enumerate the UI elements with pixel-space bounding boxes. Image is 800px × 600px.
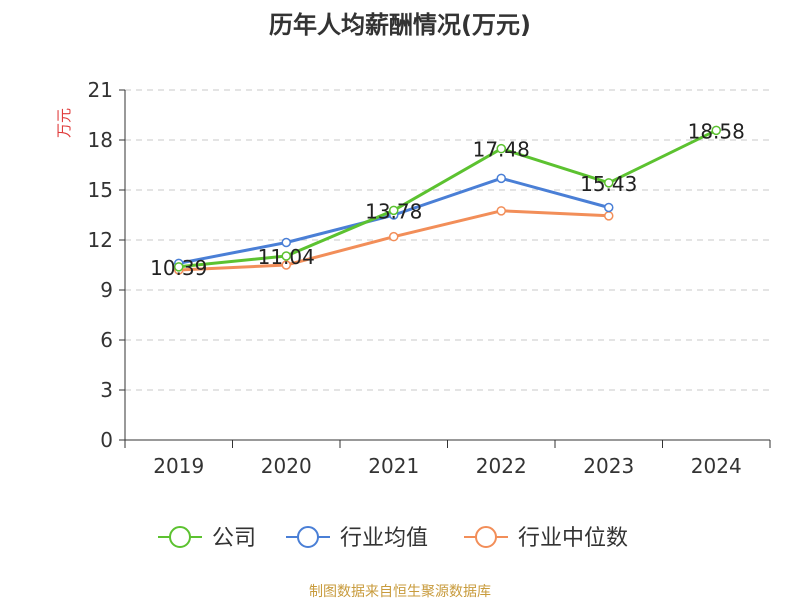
y-tick-label: 6: [100, 328, 113, 352]
data-point: [281, 251, 291, 261]
data-point: [496, 143, 506, 154]
y-tick-label: 9: [100, 278, 113, 302]
grid: [125, 89, 770, 391]
data-point: [281, 237, 291, 248]
legend-label: 行业中位数: [518, 526, 628, 551]
data-label: 10.39: [150, 256, 207, 280]
data-point: [389, 205, 399, 216]
x-tick-label: 2021: [368, 454, 419, 478]
data-point: [604, 211, 614, 221]
x-tick-label: 2020: [261, 454, 312, 478]
y-tick-label: 3: [100, 378, 113, 402]
data-point: [496, 206, 506, 216]
y-axis-label: 万元: [55, 108, 73, 138]
series: [174, 125, 721, 275]
data-point: [604, 178, 614, 188]
legend-marker: [169, 526, 191, 548]
data-labels: 10.39 11.04 13.78 17.48 15.43 18.58: [150, 119, 745, 280]
x-tick-label: 2019: [153, 454, 204, 478]
y-tick-label: 21: [88, 78, 113, 102]
legend: 公司 行业均值 行业中位数: [158, 526, 628, 551]
legend-label: 行业均值: [340, 526, 428, 551]
y-tick-label: 12: [88, 228, 113, 252]
data-point: [281, 260, 291, 270]
x-tick-label: 2024: [691, 454, 742, 478]
data-point: [604, 202, 614, 213]
data-label: 11.04: [258, 245, 315, 269]
data-label: 17.48: [473, 138, 530, 162]
data-point: [389, 231, 399, 242]
legend-marker: [297, 526, 319, 548]
data-label: 13.78: [365, 199, 422, 223]
x-tick-label: 2022: [476, 454, 527, 478]
legend-label: 公司: [212, 526, 256, 551]
data-point: [711, 125, 721, 136]
data-point: [496, 173, 506, 184]
source-note: 制图数据来自恒生聚源数据库: [309, 584, 491, 600]
chart-title: 历年人均薪酬情况(万元): [269, 11, 531, 39]
legend-marker: [475, 526, 497, 548]
axes: 0 3 6 9 12 15 18 21 2019 2020 2021 2022 2023 2024: [88, 78, 771, 478]
data-label: 15.43: [580, 172, 637, 196]
y-tick-label: 15: [88, 178, 113, 202]
y-tick-label: 18: [88, 128, 113, 152]
data-point: [174, 262, 184, 272]
y-tick-label: 0: [100, 428, 113, 452]
x-tick-label: 2023: [583, 454, 634, 478]
data-label: 18.58: [688, 119, 745, 143]
series-line: [177, 128, 718, 269]
